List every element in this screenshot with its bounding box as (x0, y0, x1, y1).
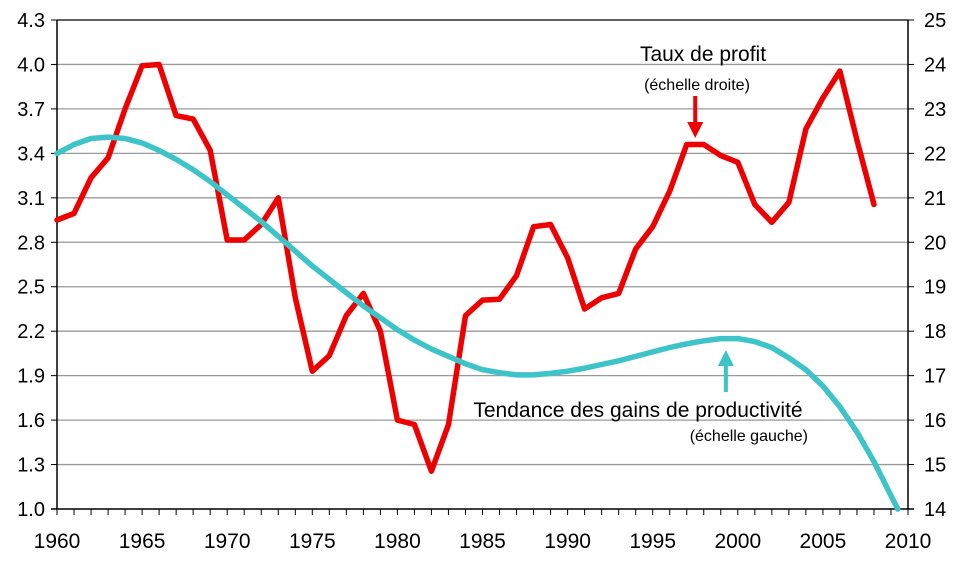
x-tick-label: 2000 (714, 530, 761, 553)
y-right-tick-label: 17 (924, 366, 946, 388)
y-right-tick-label: 18 (924, 321, 946, 343)
y-right-tick-label: 14 (924, 499, 946, 521)
y-left-tick-label: 1.6 (17, 410, 45, 432)
x-tick-label: 1995 (629, 530, 676, 553)
x-tick-label: 1965 (119, 530, 166, 553)
annotations: Taux de profit (échelle droite) Tendance… (473, 43, 808, 445)
x-tick-label: 1985 (459, 530, 506, 553)
y-left-tick-label: 2.5 (17, 277, 45, 299)
annotation-profit-subtitle: (échelle droite) (644, 77, 750, 94)
y-left-tick-label: 1.0 (17, 499, 45, 521)
x-tick-label: 1980 (374, 530, 421, 553)
x-tick-label: 1975 (289, 530, 336, 553)
y-left-tick-label: 2.8 (17, 232, 45, 254)
y-right-tick-label: 16 (924, 410, 946, 432)
y-left-tick-label: 3.7 (17, 99, 45, 121)
y-left-tick-label: 2.2 (17, 321, 45, 343)
x-tick-label: 2005 (800, 530, 847, 553)
y-right-tick-label: 24 (924, 54, 946, 76)
series-layer (54, 61, 901, 512)
gridlines (57, 19, 908, 466)
x-tick-label: 1990 (544, 530, 591, 553)
productivity-arrow-head (717, 350, 734, 366)
y-right-tick-label: 20 (924, 232, 946, 254)
y-left-tick-label: 3.1 (17, 188, 45, 210)
annotation-profit-title: Taux de profit (640, 43, 766, 66)
profit-rate-line (54, 61, 877, 474)
y-right-tick-label: 25 (924, 10, 946, 32)
y-left-tick-label: 1.9 (17, 366, 45, 388)
y-left-tick-label: 1.3 (17, 455, 45, 477)
y-right-tick-label: 15 (924, 455, 946, 477)
y-right-tick-label: 22 (924, 143, 946, 165)
productivity-trend-line (54, 134, 901, 512)
annotation-productivity-subtitle: (échelle gauche) (690, 428, 808, 445)
y-right-tick-label: 19 (924, 277, 946, 299)
y-right-tick-label: 23 (924, 99, 946, 121)
y-right-tick-label: 21 (924, 188, 946, 210)
x-tick-label: 1960 (34, 530, 81, 553)
y-left-tick-label: 4.0 (17, 54, 45, 76)
y-left-tick-label: 3.4 (17, 143, 45, 165)
x-tick-label: 2010 (885, 530, 932, 553)
y-left-tick-label: 4.3 (17, 10, 45, 32)
profit-arrow-head (687, 122, 704, 138)
annotation-productivity-title: Tendance des gains de productivité (473, 399, 802, 422)
x-tick-label: 1970 (204, 530, 251, 553)
axes: 1.0 1.3 1.6 1.9 2.2 2.5 2.8 3.1 3.4 3.7 4.0 4.3 14 15… (17, 10, 946, 553)
